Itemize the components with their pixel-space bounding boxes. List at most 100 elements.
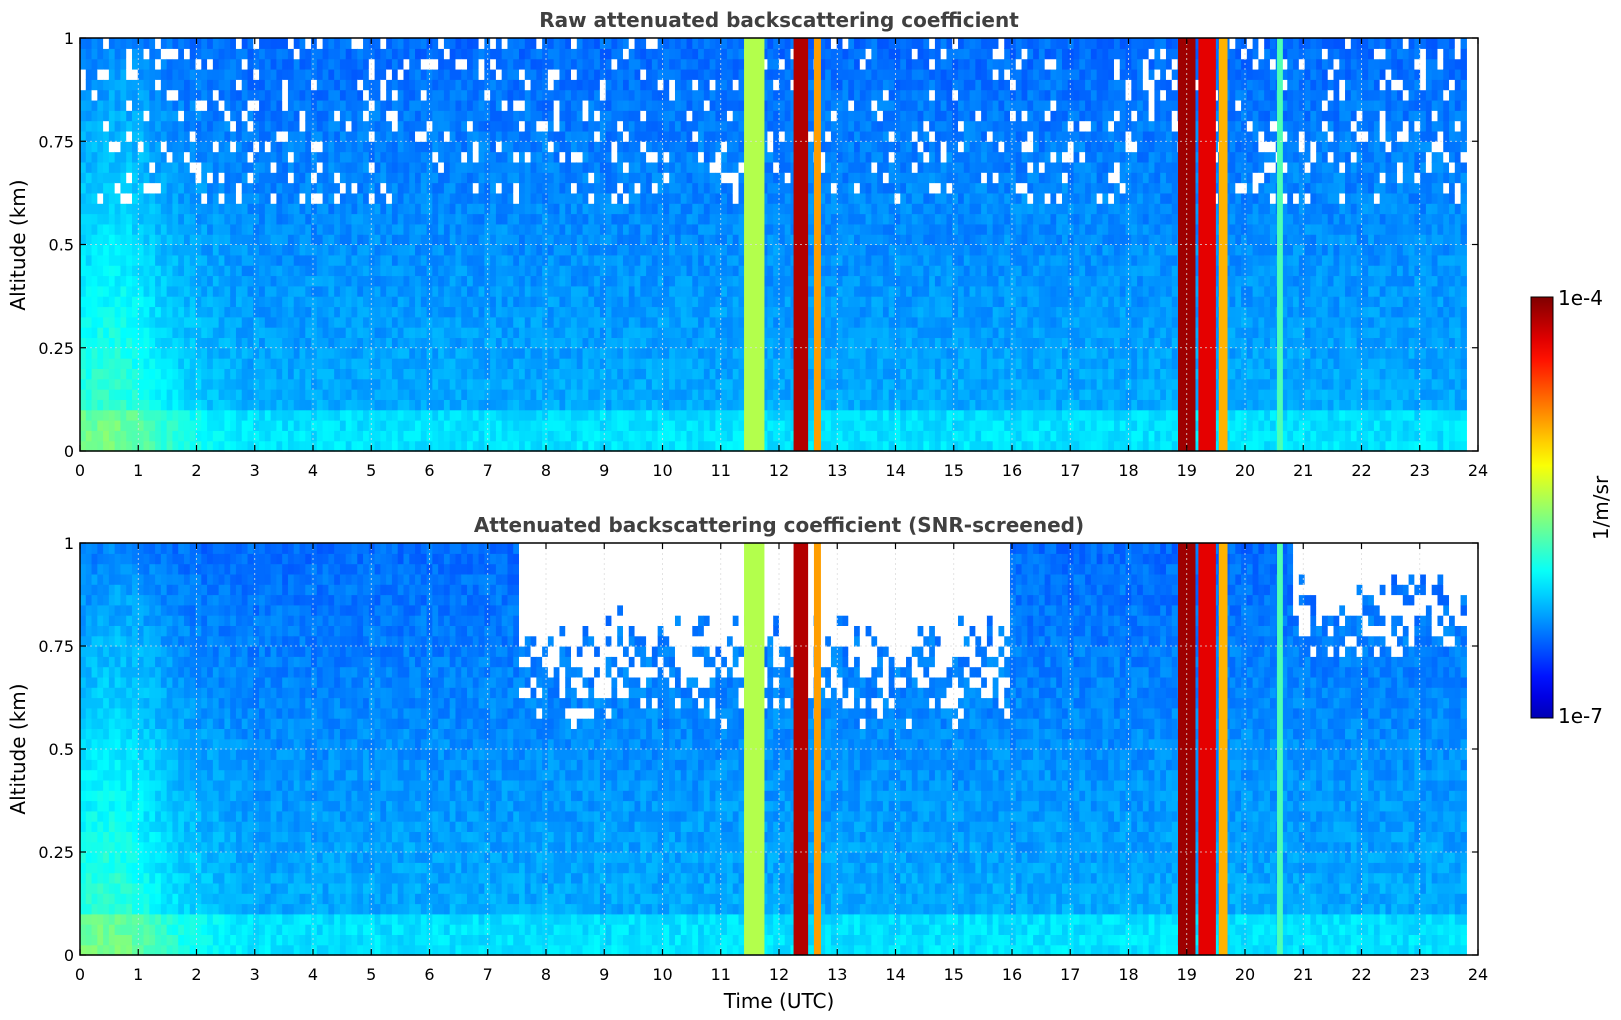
heatmap-cell xyxy=(501,213,509,225)
heatmap-cell xyxy=(131,316,139,328)
heatmap-cell xyxy=(692,265,699,277)
heatmap-cell xyxy=(282,68,289,80)
heatmap-cell xyxy=(415,58,422,70)
heatmap-cell xyxy=(183,203,191,215)
heatmap-cell xyxy=(91,389,98,400)
heatmap-cell xyxy=(519,358,526,369)
heatmap-cell xyxy=(698,430,705,442)
heatmap-cell xyxy=(524,172,532,184)
heatmap-cell xyxy=(374,254,381,266)
heatmap-cell xyxy=(160,68,168,80)
heatmap-cell xyxy=(172,440,179,452)
heatmap-cell xyxy=(374,409,381,421)
heatmap-cell xyxy=(178,89,185,101)
heatmap-cell xyxy=(235,38,243,49)
heatmap-cell xyxy=(235,378,243,390)
heatmap-cell xyxy=(334,285,341,297)
heatmap-cell xyxy=(91,285,98,297)
heatmap-cell xyxy=(721,130,728,142)
heatmap-cell xyxy=(207,130,214,142)
heatmap-cell xyxy=(212,399,220,411)
heatmap-cell xyxy=(351,327,358,339)
heatmap-cell xyxy=(178,430,185,442)
heatmap-cell xyxy=(108,110,116,122)
heatmap-cell xyxy=(674,172,682,184)
heatmap-cell xyxy=(698,110,705,122)
heatmap-cell xyxy=(345,347,353,359)
heatmap-cell xyxy=(270,378,277,390)
heatmap-cell xyxy=(85,399,93,411)
heatmap-cell xyxy=(467,275,474,287)
heatmap-cell xyxy=(368,296,376,308)
heatmap-cell xyxy=(709,130,717,142)
heatmap-cell xyxy=(160,130,168,142)
heatmap-cell xyxy=(241,38,249,49)
heatmap-cell xyxy=(773,151,780,163)
heatmap-cell xyxy=(507,48,514,60)
heatmap-cell xyxy=(91,151,98,163)
heatmap-cell xyxy=(374,389,381,400)
heatmap-cell xyxy=(686,389,693,400)
heatmap-cell xyxy=(726,399,734,411)
heatmap-cell xyxy=(732,440,740,452)
heatmap-cell xyxy=(651,409,659,421)
heatmap-cell xyxy=(149,213,156,225)
heatmap-cell xyxy=(478,130,485,142)
heatmap-cell xyxy=(368,337,376,349)
heatmap-cell xyxy=(363,316,370,328)
heatmap-cell xyxy=(137,285,145,297)
heatmap-cell xyxy=(582,141,589,153)
panel-title: Raw attenuated backscattering coefficien… xyxy=(539,8,1019,32)
heatmap-cell xyxy=(582,99,589,111)
heatmap-cell xyxy=(553,378,561,390)
heatmap-cell xyxy=(536,285,543,297)
heatmap-cell xyxy=(311,347,318,359)
heatmap-cell xyxy=(172,337,179,349)
heatmap-cell xyxy=(530,378,537,390)
heatmap-cell xyxy=(605,399,613,411)
heatmap-cell xyxy=(588,141,595,153)
heatmap-cell xyxy=(507,254,514,266)
heatmap-cell xyxy=(622,316,630,328)
heatmap-cell xyxy=(201,79,208,91)
heatmap-cell xyxy=(726,337,734,349)
heatmap-cell xyxy=(380,420,387,431)
heatmap-cell xyxy=(634,409,641,421)
heatmap-cell xyxy=(363,203,370,215)
heatmap-cell xyxy=(663,316,670,328)
heatmap-cell xyxy=(230,48,237,60)
heatmap-cell xyxy=(732,306,740,318)
heatmap-cell xyxy=(195,389,202,400)
heatmap-cell xyxy=(605,120,613,132)
heatmap-cell xyxy=(85,296,93,308)
heatmap-cell xyxy=(345,399,353,411)
heatmap-cell xyxy=(657,172,665,184)
heatmap-cell xyxy=(149,172,156,184)
heatmap-cell xyxy=(351,110,358,122)
heatmap-cell xyxy=(784,347,792,359)
heatmap-cell xyxy=(351,79,358,91)
heatmap-cell xyxy=(293,420,301,431)
heatmap-cell xyxy=(218,420,226,431)
heatmap-cell xyxy=(709,161,717,173)
heatmap-cell xyxy=(97,79,104,91)
heatmap-cell xyxy=(386,203,393,215)
heatmap-cell xyxy=(680,234,688,246)
heatmap-cell xyxy=(547,79,555,91)
heatmap-cell xyxy=(646,89,653,101)
heatmap-cell xyxy=(467,409,474,421)
heatmap-cell xyxy=(605,172,613,184)
heatmap-cell xyxy=(646,151,653,163)
heatmap-cell xyxy=(397,285,405,297)
heatmap-cell xyxy=(224,389,231,400)
heatmap-cell xyxy=(230,275,237,287)
heatmap-cell xyxy=(657,389,665,400)
heatmap-cell xyxy=(698,203,705,215)
heatmap-cell xyxy=(478,296,485,308)
heatmap-cell xyxy=(467,141,474,153)
heatmap-cell xyxy=(189,316,197,328)
heatmap-cell xyxy=(85,161,93,173)
heatmap-cell xyxy=(339,265,347,277)
heatmap-cell xyxy=(432,99,439,111)
heatmap-cell xyxy=(357,265,364,277)
